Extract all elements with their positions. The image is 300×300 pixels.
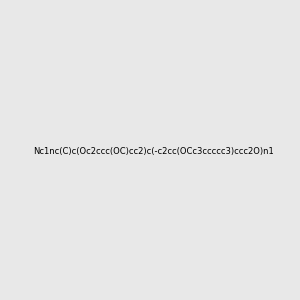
Text: Nc1nc(C)c(Oc2ccc(OC)cc2)c(-c2cc(OCc3ccccc3)ccc2O)n1: Nc1nc(C)c(Oc2ccc(OC)cc2)c(-c2cc(OCc3cccc… [33,147,274,156]
